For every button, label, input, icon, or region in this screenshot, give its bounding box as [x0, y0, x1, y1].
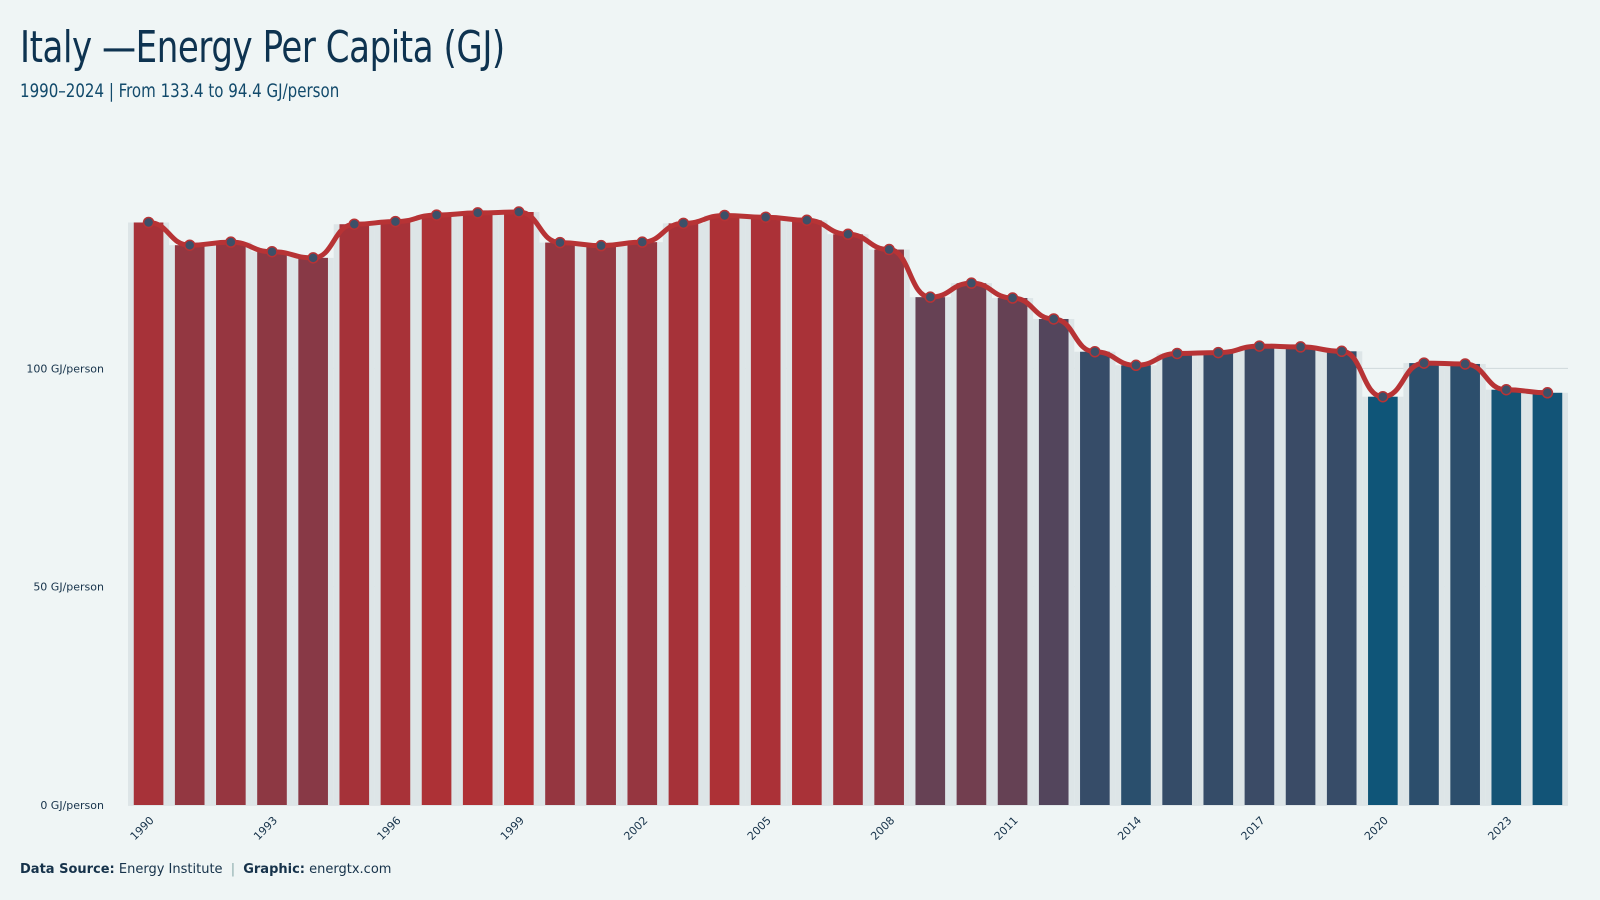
- bar-2000: [545, 242, 575, 805]
- marker-2019: [1335, 345, 1348, 358]
- marker-1995: [348, 218, 361, 230]
- marker-2015: [1171, 347, 1183, 360]
- x-tick-label-1996: 1996: [375, 814, 404, 843]
- source-value: Energy Institute: [118, 862, 223, 877]
- bar-2005: [750, 217, 781, 805]
- footer: Data Source: Energy Institute | Graphic:…: [20, 862, 391, 877]
- marker-2003: [677, 217, 690, 230]
- bar-1993: [257, 251, 287, 805]
- bar-2008: [874, 249, 904, 805]
- marker-1997: [430, 209, 443, 221]
- bar-2016: [1203, 352, 1234, 805]
- x-tick-label-1993: 1993: [251, 814, 280, 843]
- bar-1991: [174, 245, 205, 805]
- marker-2020: [1377, 390, 1389, 403]
- x-tick-label-2017: 2017: [1239, 814, 1268, 843]
- bar-2010: [956, 283, 987, 805]
- bar-1995: [339, 224, 370, 805]
- bar-2018: [1285, 346, 1316, 805]
- bar-2007: [833, 234, 863, 805]
- x-tick-label-2023: 2023: [1485, 814, 1514, 843]
- bar-2003: [668, 223, 699, 806]
- bar-2022: [1450, 363, 1480, 805]
- marker-2017: [1253, 340, 1266, 352]
- bar-1992: [216, 242, 246, 806]
- x-tick-label-1999: 1999: [498, 814, 527, 843]
- bar-2004: [709, 215, 740, 805]
- footer-separator: |: [230, 862, 236, 877]
- bar-1994: [298, 257, 328, 805]
- y-tick-label-50: 50 GJ/person: [33, 581, 104, 594]
- bar-1996: [380, 221, 411, 805]
- bar-2012: [1038, 318, 1069, 805]
- bar-2014: [1121, 365, 1151, 805]
- marker-1991: [183, 239, 196, 251]
- x-tick-label-2020: 2020: [1362, 814, 1391, 843]
- bar-1999: [504, 212, 534, 806]
- marker-2024: [1541, 387, 1554, 399]
- marker-2016: [1212, 346, 1225, 359]
- bar-2001: [586, 245, 616, 805]
- marker-2022: [1459, 358, 1471, 370]
- marker-2013: [1089, 345, 1101, 358]
- bar-1998: [462, 212, 493, 805]
- marker-2001: [595, 239, 607, 252]
- marker-2007: [842, 228, 854, 241]
- marker-1992: [225, 236, 237, 248]
- x-tick-label-2005: 2005: [745, 814, 774, 843]
- y-tick-label-100: 100 GJ/person: [26, 362, 104, 375]
- marker-2008: [883, 243, 895, 256]
- marker-2014: [1130, 359, 1142, 372]
- x-tick-label-2002: 2002: [621, 814, 650, 843]
- marker-1999: [513, 206, 525, 218]
- bar-1997: [421, 215, 452, 805]
- bar-1990: [133, 222, 164, 805]
- bar-2017: [1244, 346, 1275, 805]
- marker-2018: [1294, 341, 1307, 353]
- graphic-value: energtx.com: [309, 862, 392, 877]
- bar-2013: [1080, 351, 1110, 805]
- source-label: Data Source:: [20, 862, 115, 877]
- marker-2012: [1047, 313, 1060, 325]
- bar-2006: [792, 220, 822, 805]
- marker-2009: [924, 291, 937, 303]
- trend-line: [146, 209, 1550, 400]
- marker-2002: [636, 236, 649, 248]
- marker-2010: [965, 277, 978, 289]
- bar-2015: [1162, 353, 1192, 805]
- bar-2024: [1532, 392, 1563, 805]
- marker-1994: [307, 252, 319, 264]
- x-tick-label-1990: 1990: [128, 814, 157, 843]
- marker-2005: [759, 211, 772, 223]
- marker-2004: [718, 209, 731, 222]
- marker-2000: [554, 236, 566, 249]
- graphic-label: Graphic:: [243, 862, 305, 877]
- bar-2002: [627, 242, 658, 806]
- marker-2021: [1418, 357, 1430, 369]
- marker-1998: [471, 207, 484, 219]
- y-tick-label-0: 0 GJ/person: [40, 799, 104, 812]
- chart-subtitle: 1990–2024 | From 133.4 to 94.4 GJ/person: [20, 80, 340, 102]
- x-tick-label-2008: 2008: [868, 814, 897, 843]
- bar-2019: [1326, 351, 1357, 805]
- x-tick-label-2011: 2011: [992, 814, 1021, 843]
- marker-2023: [1500, 383, 1513, 396]
- bar-2021: [1409, 363, 1439, 805]
- marker-2011: [1006, 292, 1019, 304]
- marker-1996: [389, 215, 402, 228]
- marker-2006: [801, 214, 813, 227]
- bar-2009: [915, 297, 946, 805]
- marker-1993: [266, 245, 278, 258]
- bar-2020: [1368, 396, 1398, 805]
- bar-2011: [997, 298, 1028, 805]
- x-tick-label-2014: 2014: [1115, 814, 1144, 843]
- bar-2023: [1491, 389, 1522, 805]
- chart-title: Italy —Energy Per Capita (GJ): [20, 22, 505, 73]
- marker-1990: [142, 216, 155, 229]
